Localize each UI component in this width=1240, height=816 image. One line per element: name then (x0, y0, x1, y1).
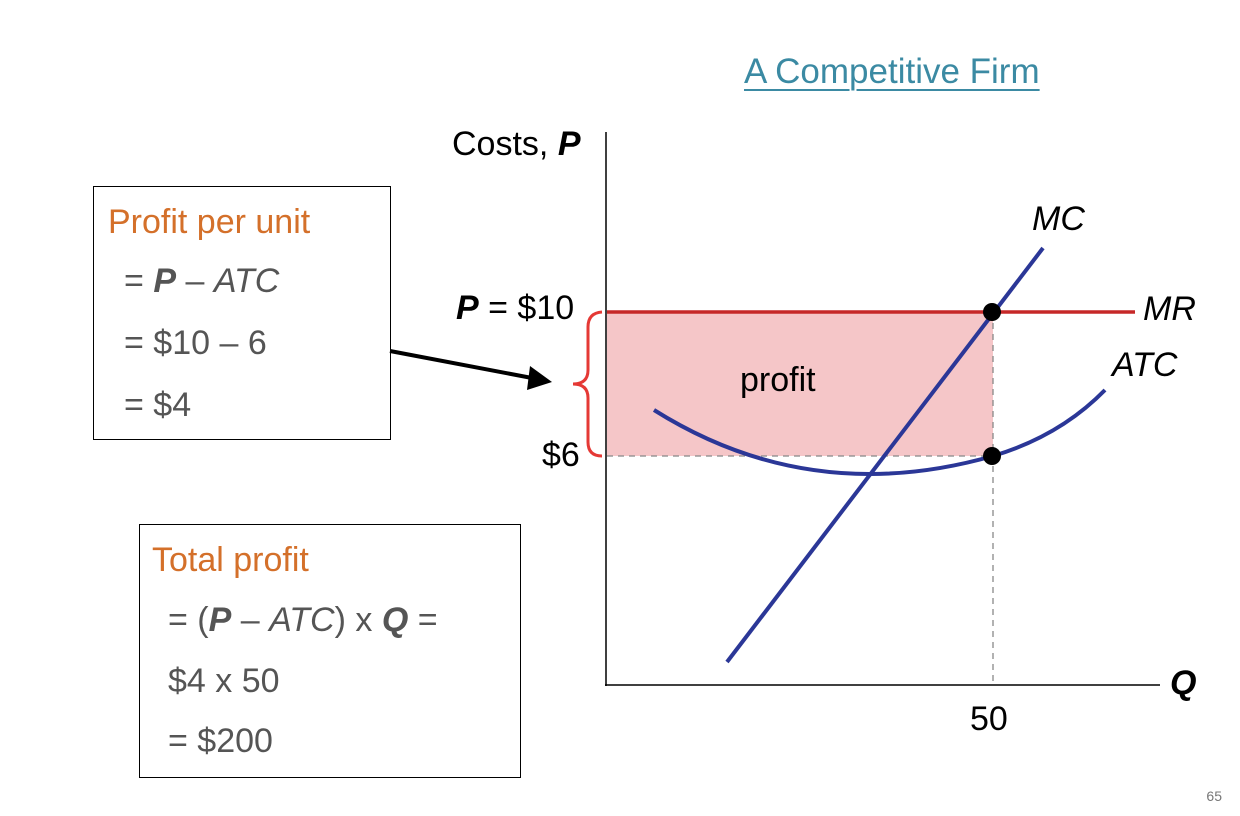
profit-per-unit-heading: Profit per unit (108, 203, 311, 241)
total-profit-box (139, 524, 521, 778)
atc-point (983, 447, 1001, 465)
atc-value-label: $6 (542, 436, 580, 474)
total-profit-result: = $200 (168, 722, 273, 760)
quantity-label: 50 (970, 700, 1008, 738)
profit-brace (572, 310, 603, 458)
arrow-line (389, 349, 533, 380)
total-profit-values: $4 x 50 (168, 662, 280, 700)
slide-title: A Competitive Firm (744, 52, 1040, 91)
atc-curve (652, 388, 1107, 477)
arrow-head (527, 366, 552, 390)
profit-per-unit-formula: = P – ATC (124, 262, 280, 300)
profit-per-unit-box (93, 186, 391, 440)
profit-area (607, 312, 993, 456)
y-axis-label: Costs, P (452, 125, 581, 163)
profit-per-unit-result: = $4 (124, 386, 192, 424)
price-label: P = $10 (456, 289, 575, 327)
page-number: 65 (1206, 788, 1222, 804)
mr-label: MR (1143, 290, 1196, 328)
x-axis-label: Q (1170, 664, 1197, 702)
total-profit-formula: = (P – ATC) x Q = (168, 601, 438, 639)
mc-mr-intersection-point (983, 303, 1001, 321)
profit-per-unit-values: = $10 – 6 (124, 324, 267, 362)
atc-label: ATC (1112, 346, 1178, 384)
total-profit-heading: Total profit (152, 541, 309, 579)
mc-label: MC (1032, 200, 1085, 238)
profit-area-label: profit (740, 361, 816, 399)
